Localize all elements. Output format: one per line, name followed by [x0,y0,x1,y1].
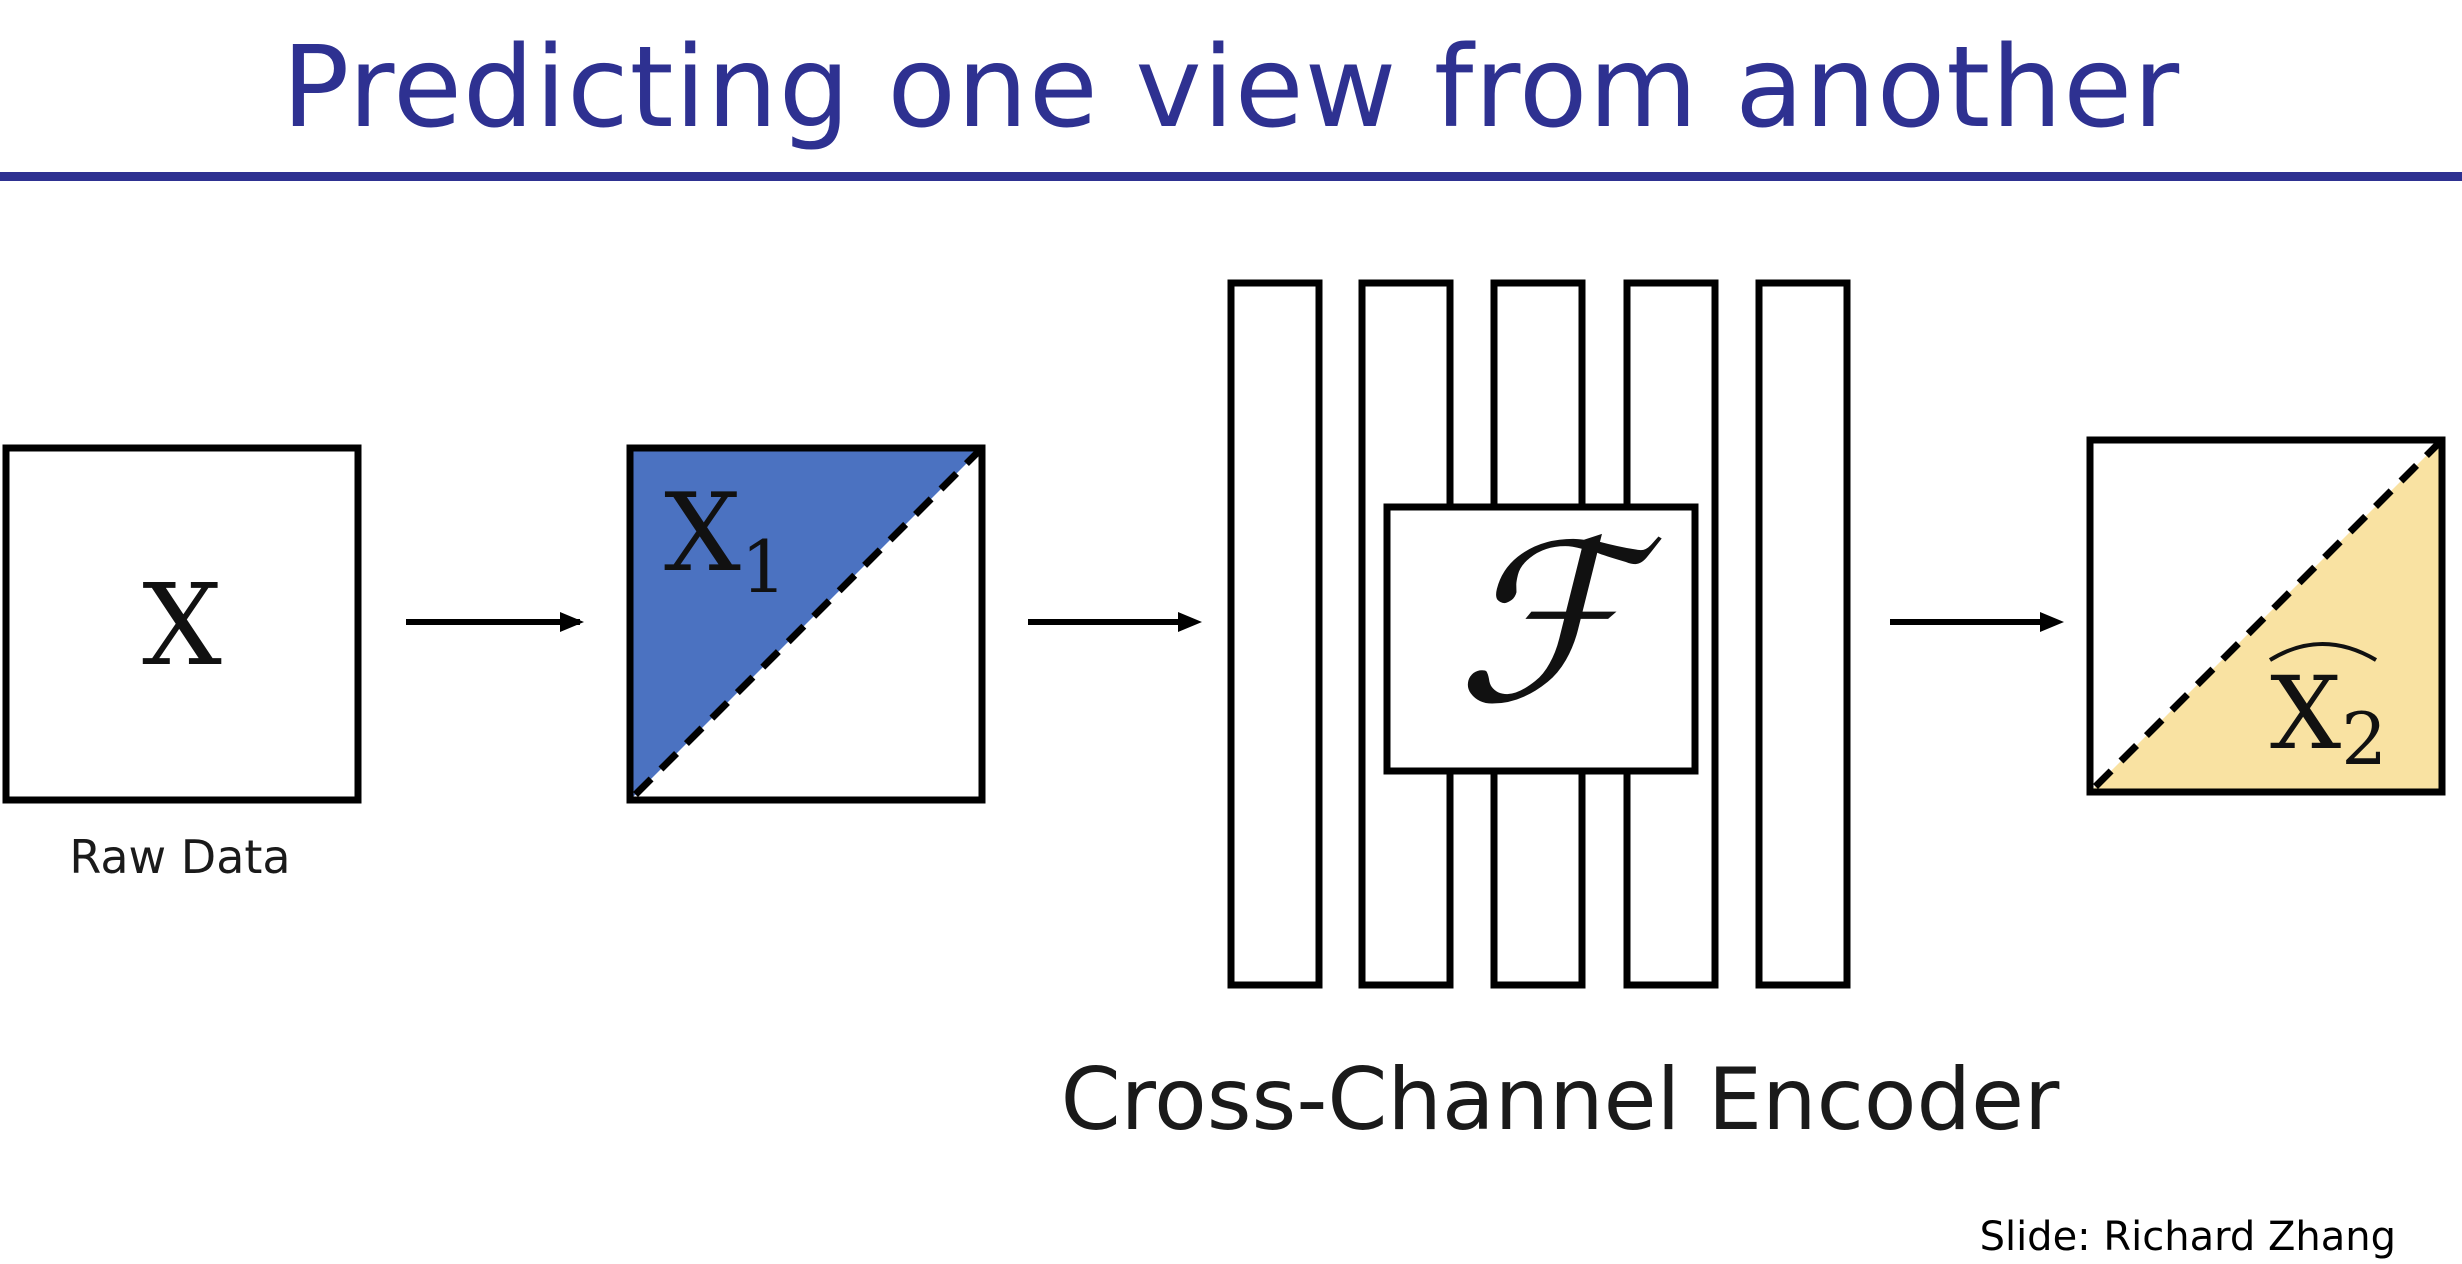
view1-symbol: X [664,471,741,596]
view1-subscript: 1 [741,525,787,609]
view2-subscript: 2 [2341,697,2387,781]
view1-split [627,445,985,803]
title-rule [0,172,2462,181]
slide-credit: Slide: Richard Zhang [1979,1214,2396,1260]
view1-box: X1 [626,444,986,804]
encoder-function-box: ℱ [1383,496,1699,775]
encoder-layer-1 [1227,279,1323,989]
raw-data-box: X [2,444,362,804]
raw-data-caption: Raw Data [69,830,291,884]
view2-box: X2 [2086,436,2446,796]
arrowhead-raw-to-view1 [560,612,584,632]
arrowhead-view1-to-encoder [1178,612,1202,632]
svg-text:X2: X2 [2270,655,2387,781]
view2-symbol: X [2270,655,2341,772]
svg-text:X1: X1 [664,471,787,609]
view2-split [2087,437,2445,795]
view2-hat [2268,642,2378,662]
encoder-caption: Cross-Channel Encoder [1060,1050,2060,1150]
slide-title: Predicting one view from another [281,23,2181,153]
raw-data-symbol: X [142,561,222,691]
encoder-layer-5 [1755,279,1851,989]
arrowhead-encoder-to-view2 [2040,612,2064,632]
